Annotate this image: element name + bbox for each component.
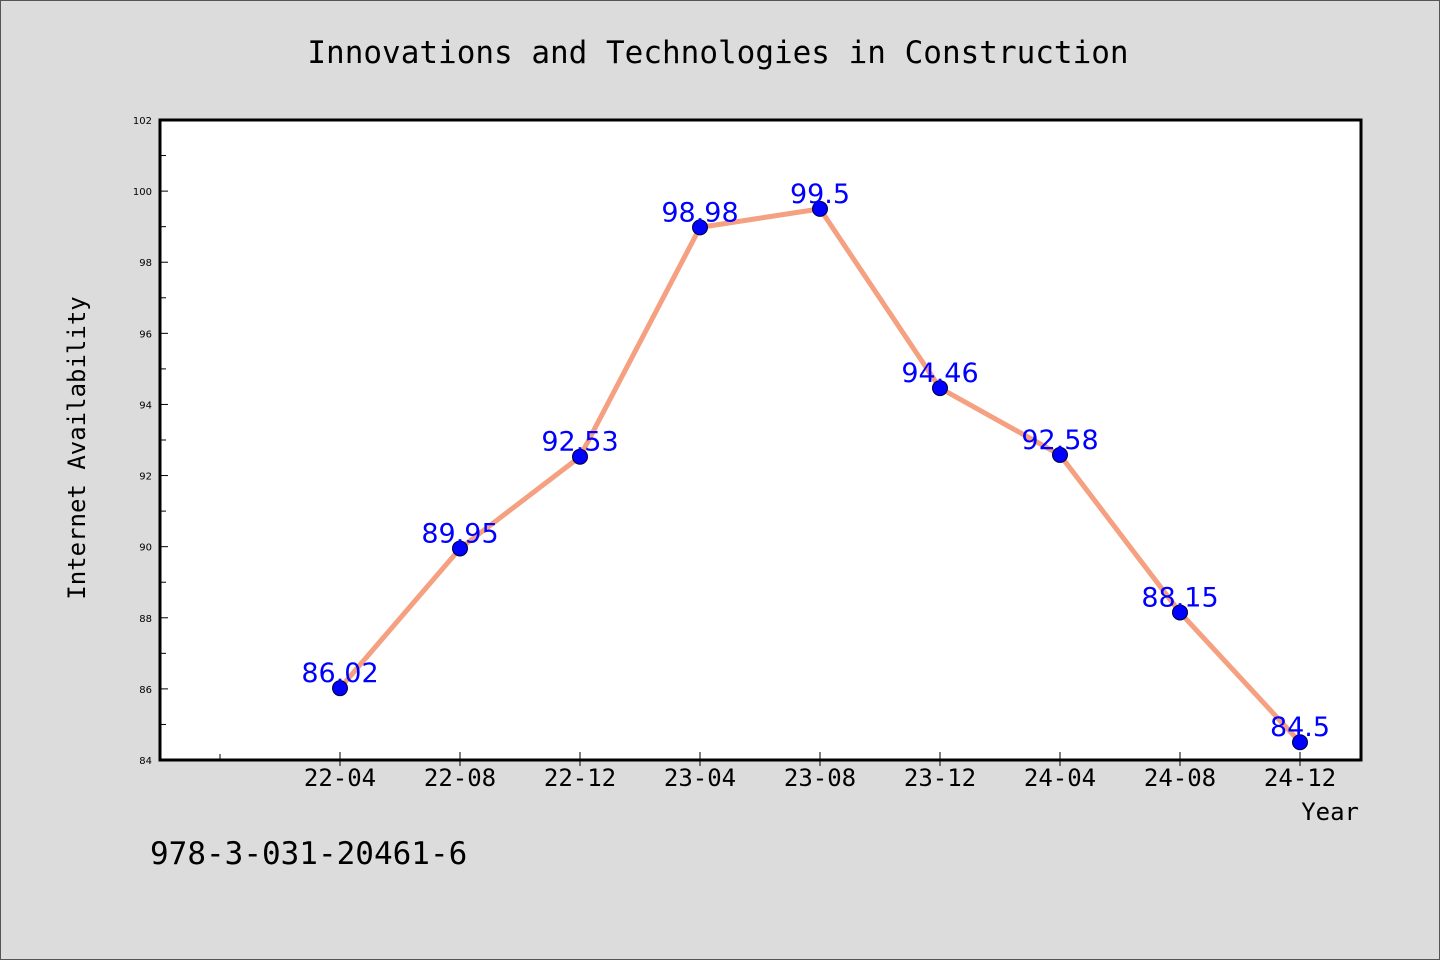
x-tick-label: 23-04: [664, 764, 736, 792]
data-point: [1052, 446, 1068, 463]
data-label: 89.95: [421, 518, 498, 549]
data-label: 86.02: [301, 658, 378, 689]
y-tick-label: 102: [133, 116, 152, 127]
y-tick-label: 100: [133, 187, 152, 198]
axis-ticks: 84 86 88 90 92 94 96 98 100 102 22-04 22-08 22-12 23-…: [133, 116, 1336, 792]
series-layer: 86.02 89.95 92.53 98.98 99.5 94.46 92.58 88.15 8…: [301, 179, 1330, 751]
x-tick-label: 22-08: [424, 764, 496, 792]
data-label: 98.98: [661, 197, 738, 228]
data-label: 92.53: [541, 427, 618, 458]
y-tick-label: 84: [139, 756, 152, 767]
x-tick-label: 22-12: [544, 764, 616, 792]
y-axis-label: Internet Availability: [63, 296, 91, 599]
x-tick-label: 24-08: [1144, 764, 1216, 792]
y-tick-label: 92: [139, 472, 152, 483]
x-tick-label: 23-08: [784, 764, 856, 792]
data-label: 84.5: [1270, 712, 1330, 743]
x-tick-label: 22-04: [304, 764, 376, 792]
x-tick-label: 24-04: [1024, 764, 1096, 792]
data-label: 88.15: [1141, 582, 1218, 613]
plot-area: [160, 120, 1361, 760]
data-point: [932, 380, 948, 397]
chart-title: Innovations and Technologies in Construc…: [307, 35, 1128, 71]
y-tick-label: 94: [139, 400, 152, 411]
data-point: [332, 680, 348, 697]
data-label: 94.46: [901, 358, 978, 389]
y-tick-label: 88: [139, 614, 152, 625]
data-point: [692, 219, 708, 236]
y-tick-label: 90: [139, 543, 152, 554]
data-point: [1172, 604, 1188, 621]
y-tick-label: 98: [139, 258, 152, 269]
data-label: 99.5: [790, 179, 850, 210]
data-label: 92.58: [1021, 425, 1098, 456]
data-point: [1292, 734, 1308, 751]
x-axis-label: Year: [1301, 798, 1359, 826]
plot-frame: [158, 118, 1363, 762]
y-tick-label: 86: [139, 685, 152, 696]
data-point: [452, 540, 468, 557]
footnote-isbn: 978-3-031-20461-6: [150, 836, 467, 872]
data-point: [572, 448, 588, 465]
data-point: [812, 200, 828, 217]
x-tick-label: 23-12: [904, 764, 976, 792]
y-tick-label: 96: [139, 329, 152, 340]
x-tick-label: 24-12: [1264, 764, 1336, 792]
